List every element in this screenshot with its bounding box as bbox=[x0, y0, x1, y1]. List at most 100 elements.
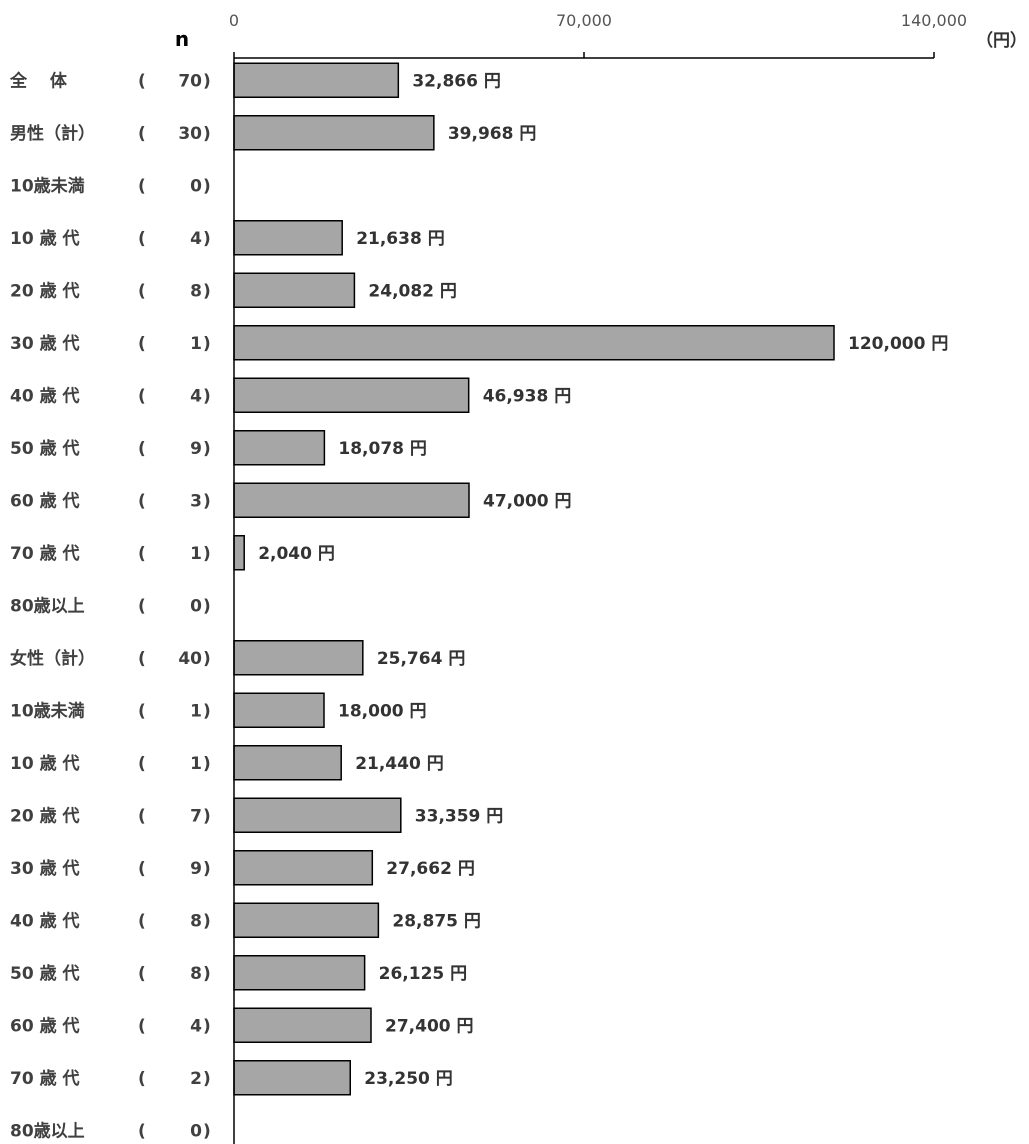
n-open-paren: ( bbox=[138, 229, 146, 249]
row-n-value: 1 bbox=[190, 701, 202, 721]
bar bbox=[233, 1007, 372, 1043]
row-n-value: 4 bbox=[190, 229, 202, 249]
bar bbox=[233, 640, 364, 676]
bar-value-label: 28,875 円 bbox=[392, 911, 481, 931]
bar-value-label: 26,125 円 bbox=[379, 964, 468, 984]
bar bbox=[233, 850, 374, 886]
bar-value-label: 21,638 円 bbox=[356, 229, 445, 249]
bar-value-label: 47,000 円 bbox=[483, 491, 572, 511]
bar bbox=[233, 220, 343, 256]
chart-row: 50 歳 代 (8) 26,125 円 bbox=[10, 955, 468, 991]
row-n-value: 1 bbox=[190, 544, 202, 564]
n-close-paren: ) bbox=[203, 544, 211, 564]
row-label: 30 歳 代 bbox=[10, 858, 80, 879]
row-n-value: 8 bbox=[190, 281, 202, 301]
chart-row: 70 歳 代 (2) 23,250 円 bbox=[10, 1060, 453, 1096]
bar bbox=[233, 1060, 351, 1096]
bar bbox=[233, 797, 402, 833]
chart-row: 60 歳 代 (4) 27,400 円 bbox=[10, 1007, 474, 1043]
n-close-paren: ) bbox=[203, 701, 211, 721]
bar-value-label: 25,764 円 bbox=[377, 649, 466, 669]
row-n-value: 3 bbox=[190, 491, 202, 511]
bar-value-label: 23,250 円 bbox=[364, 1069, 453, 1089]
bar bbox=[233, 430, 326, 466]
chart-row: 40 歳 代 (4) 46,938 円 bbox=[10, 377, 571, 413]
n-close-paren: ) bbox=[203, 176, 211, 196]
n-close-paren: ) bbox=[203, 229, 211, 249]
row-label: 全 体 bbox=[9, 70, 68, 91]
row-n-value: 1 bbox=[190, 334, 202, 354]
row-label: 20 歳 代 bbox=[10, 805, 80, 826]
bar-value-label: 18,078 円 bbox=[338, 439, 427, 459]
bar bbox=[233, 692, 325, 728]
n-close-paren: ) bbox=[203, 334, 211, 354]
chart-row: 10 歳 代 (4) 21,638 円 bbox=[10, 220, 445, 256]
x-tick-label: 140,000 bbox=[901, 11, 967, 30]
n-close-paren: ) bbox=[203, 124, 211, 144]
row-n-value: 4 bbox=[190, 386, 202, 406]
n-open-paren: ( bbox=[138, 806, 146, 826]
row-label: 50 歳 代 bbox=[10, 963, 80, 984]
x-tick-label: 0 bbox=[229, 11, 239, 30]
bar bbox=[233, 115, 435, 151]
row-n-value: 8 bbox=[190, 911, 202, 931]
chart-row: 10歳未満 (1) 18,000 円 bbox=[10, 692, 427, 728]
n-close-paren: ) bbox=[203, 596, 211, 616]
n-open-paren: ( bbox=[138, 859, 146, 879]
n-open-paren: ( bbox=[138, 596, 146, 616]
n-open-paren: ( bbox=[138, 1016, 146, 1036]
chart-row: 20 歳 代 (8) 24,082 円 bbox=[10, 272, 457, 308]
row-n-value: 9 bbox=[190, 859, 202, 879]
n-open-paren: ( bbox=[138, 1121, 146, 1141]
n-open-paren: ( bbox=[138, 911, 146, 931]
n-open-paren: ( bbox=[138, 176, 146, 196]
row-n-value: 4 bbox=[190, 1016, 202, 1036]
n-open-paren: ( bbox=[138, 386, 146, 406]
chart-row: 30 歳 代 (1) 120,000 円 bbox=[10, 325, 948, 361]
row-label: 70 歳 代 bbox=[10, 543, 80, 564]
bar bbox=[233, 955, 366, 991]
x-axis-ticks: 0 70,000 140,000 bbox=[229, 11, 967, 58]
n-close-paren: ) bbox=[203, 386, 211, 406]
row-n-value: 0 bbox=[190, 596, 202, 616]
n-close-paren: ) bbox=[203, 439, 211, 459]
bar-value-label: 21,440 円 bbox=[355, 754, 444, 774]
row-label: 70 歳 代 bbox=[10, 1068, 80, 1089]
chart-row: 女性（計） (40) 25,764 円 bbox=[10, 640, 466, 676]
bar-value-label: 18,000 円 bbox=[338, 701, 427, 721]
n-close-paren: ) bbox=[203, 859, 211, 879]
row-n-value: 0 bbox=[190, 176, 202, 196]
n-close-paren: ) bbox=[203, 1069, 211, 1089]
bar-value-label: 32,866 円 bbox=[412, 71, 501, 91]
bar bbox=[233, 482, 470, 518]
row-n-value: 2 bbox=[190, 1069, 202, 1089]
n-open-paren: ( bbox=[138, 1069, 146, 1089]
chart-rows: 全 体(70) 32,866 円男性（計）(30) 39,968 円 10歳未満(0)… bbox=[9, 62, 948, 1141]
x-tick-label: 70,000 bbox=[556, 11, 612, 30]
n-open-paren: ( bbox=[138, 124, 146, 144]
n-close-paren: ) bbox=[203, 491, 211, 511]
n-close-paren: ) bbox=[203, 806, 211, 826]
row-n-value: 30 bbox=[178, 124, 202, 144]
chart-row: 男性（計） (30) 39,968 円 bbox=[10, 115, 536, 151]
chart-row: 10 歳 代 (1) 21,440 円 bbox=[10, 745, 444, 781]
chart-row: 10歳未満 (0) bbox=[10, 175, 211, 196]
n-close-paren: ) bbox=[203, 1121, 211, 1141]
n-open-paren: ( bbox=[138, 544, 146, 564]
n-open-paren: ( bbox=[138, 649, 146, 669]
row-n-value: 9 bbox=[190, 439, 202, 459]
n-close-paren: ) bbox=[203, 1016, 211, 1036]
row-label: 女性（計） bbox=[10, 648, 95, 669]
chart-row: 30 歳 代 (9) 27,662 円 bbox=[10, 850, 475, 886]
bar bbox=[233, 325, 835, 361]
bar-value-label: 120,000 円 bbox=[848, 334, 948, 354]
row-label: 10 歳 代 bbox=[10, 753, 80, 774]
chart-row: 全 体 (70) 32,866 円 bbox=[9, 62, 501, 98]
n-close-paren: ) bbox=[203, 281, 211, 301]
n-open-paren: ( bbox=[138, 439, 146, 459]
bar bbox=[233, 902, 380, 938]
row-label: 80歳以上 bbox=[10, 595, 85, 616]
row-label: 40 歳 代 bbox=[10, 385, 80, 406]
row-label: 50 歳 代 bbox=[10, 438, 80, 459]
